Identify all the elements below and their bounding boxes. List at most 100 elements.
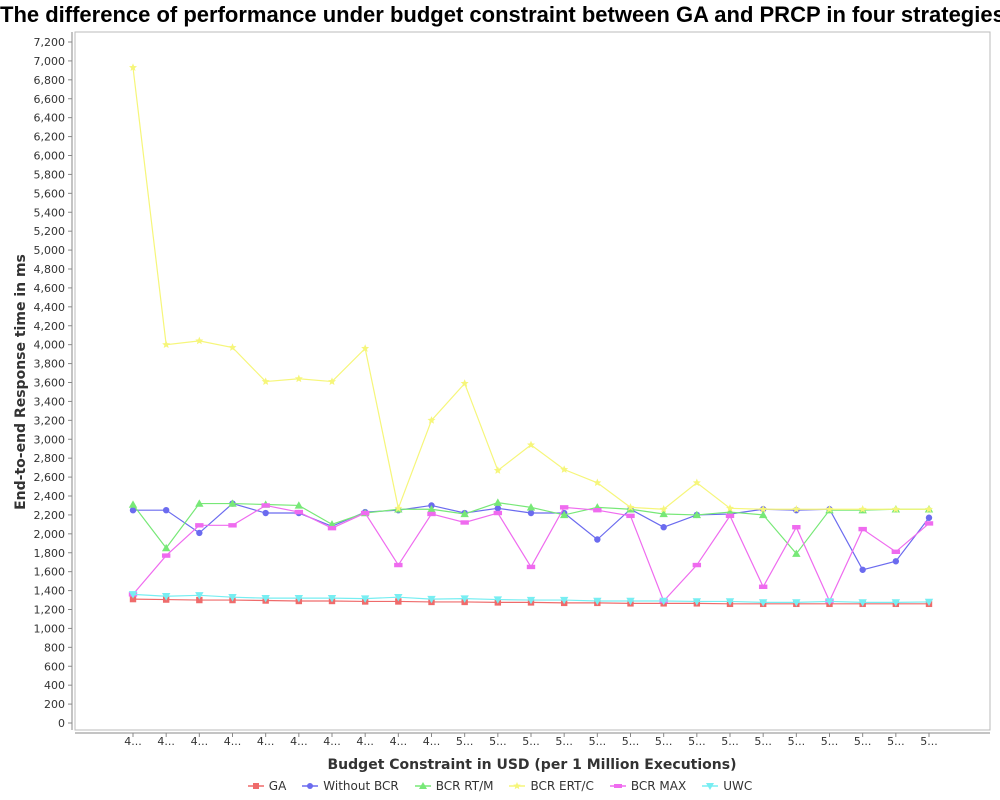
legend-marker [613,784,622,788]
data-point-bcr-ert-c [792,505,801,513]
data-point-bcr-max [261,503,270,508]
data-point-bcr-rt-m [559,510,569,519]
legend-label: GA [268,779,287,793]
data-point-bcr-rt-m [161,543,171,552]
data-point-bcr-rt-m [526,503,536,511]
data-point-bcr-ert-c [527,440,535,449]
data-point-bcr-ert-c [261,377,270,385]
data-point-without-bcr [859,566,866,573]
data-point-without-bcr [129,506,137,514]
x-tick-label: 5... [821,735,839,748]
data-point-bcr-ert-c [759,505,768,513]
y-tick-label: 2,600 [34,471,66,484]
y-tick-label: 1,800 [34,547,66,560]
data-point-uwc [692,598,702,606]
y-tick-label: 2,200 [34,509,66,522]
legend-label: Without BCR [323,779,399,793]
data-point-bcr-max [725,513,735,519]
data-point-bcr-rt-m [128,500,138,508]
data-point-ga [395,598,402,605]
data-point-bcr-max [493,510,503,516]
data-point-bcr-ert-c [427,416,436,424]
x-tick-label: 5... [854,735,872,748]
y-tick-label: 4,400 [34,301,66,314]
data-point-bcr-ert-c [460,379,469,387]
legend-marker [706,783,715,790]
data-point-bcr-rt-m [460,509,469,518]
chart-title: The difference of performance under budg… [0,2,1000,27]
y-tick-label: 5,200 [34,225,66,238]
data-point-bcr-max [858,526,867,532]
x-axis-title: Budget Constraint in USD (per 1 Million … [328,757,737,773]
data-point-bcr-max [559,505,569,510]
y-tick-label: 4,200 [34,320,66,333]
y-tick-label: 2,800 [34,452,66,465]
legend-item-bcr-ert-c: BCR ERT/C [509,779,594,793]
data-point-uwc [427,595,436,604]
data-point-uwc [128,591,138,599]
legend-item-ga: GA [247,779,287,793]
data-point-uwc [327,594,337,603]
legend-item-without-bcr: Without BCR [302,779,399,793]
x-tick-label: 4... [323,735,341,748]
data-point-bcr-ert-c [560,465,569,473]
data-point-bcr-ert-c [328,377,336,385]
y-axis-ticks: 0 200 400 600 800 1,000 1,200 1,400 1,600 1,800 2,… [34,36,72,730]
y-tick-label: 3,600 [34,377,66,390]
series-layer [128,63,934,608]
legend-swatch [609,784,626,788]
legend-item-bcr-max: BCR MAX [609,779,686,793]
legend-marker [307,783,314,789]
x-tick-label: 4... [257,735,275,748]
data-point-bcr-ert-c [228,343,237,351]
data-point-bcr-ert-c [858,505,867,513]
data-point-bcr-max [526,564,536,570]
data-point-bcr-ert-c [825,505,834,513]
legend-item-uwc: UWC [702,779,752,793]
y-tick-label: 2,400 [34,490,66,503]
data-point-bcr-max [360,510,370,516]
y-tick-label: 1,000 [34,622,66,635]
y-tick-label: 400 [44,679,65,692]
x-tick-label: 5... [489,735,507,748]
x-tick-label: 4... [356,735,374,748]
x-tick-label: 4... [124,735,142,748]
y-tick-label: 6,400 [34,112,66,125]
data-point-bcr-rt-m [692,510,702,519]
x-tick-label: 5... [887,735,905,748]
legend-label: UWC [723,779,753,793]
y-tick-label: 7,000 [34,55,66,68]
data-point-uwc [228,594,237,602]
x-tick-label: 4... [390,735,408,748]
y-tick-label: 800 [44,641,65,654]
legend-marker [252,783,259,789]
series-bcr-ert-c [129,63,933,513]
data-point-uwc [526,596,536,605]
data-point-bcr-rt-m [294,501,304,509]
x-axis-ticks: 4... 4... 4... 4... 4... 4... 4... 4... 4... 4...… [124,733,938,748]
data-point-uwc [858,599,867,607]
y-tick-label: 5,000 [34,244,66,257]
data-point-bcr-max [394,562,403,568]
data-point-bcr-ert-c [659,505,668,513]
y-tick-label: 3,400 [34,395,66,408]
data-point-without-bcr [494,505,502,512]
data-point-uwc [394,594,403,602]
data-point-uwc [294,594,304,603]
data-point-bcr-ert-c [925,505,933,513]
data-point-bcr-max [327,525,337,531]
y-tick-label: 7,200 [34,36,66,49]
y-tick-label: 1,600 [34,566,66,579]
data-point-uwc [659,597,668,606]
legend-label: BCR ERT/C [530,779,594,793]
data-point-bcr-rt-m [195,499,204,507]
legend-marker [418,782,427,789]
x-tick-label: 5... [721,735,739,748]
data-point-bcr-max [758,584,768,589]
x-tick-label: 5... [555,735,573,748]
data-point-without-bcr [925,514,933,521]
data-point-bcr-rt-m [659,509,668,518]
data-point-without-bcr [527,509,535,517]
data-point-bcr-ert-c [294,374,303,383]
